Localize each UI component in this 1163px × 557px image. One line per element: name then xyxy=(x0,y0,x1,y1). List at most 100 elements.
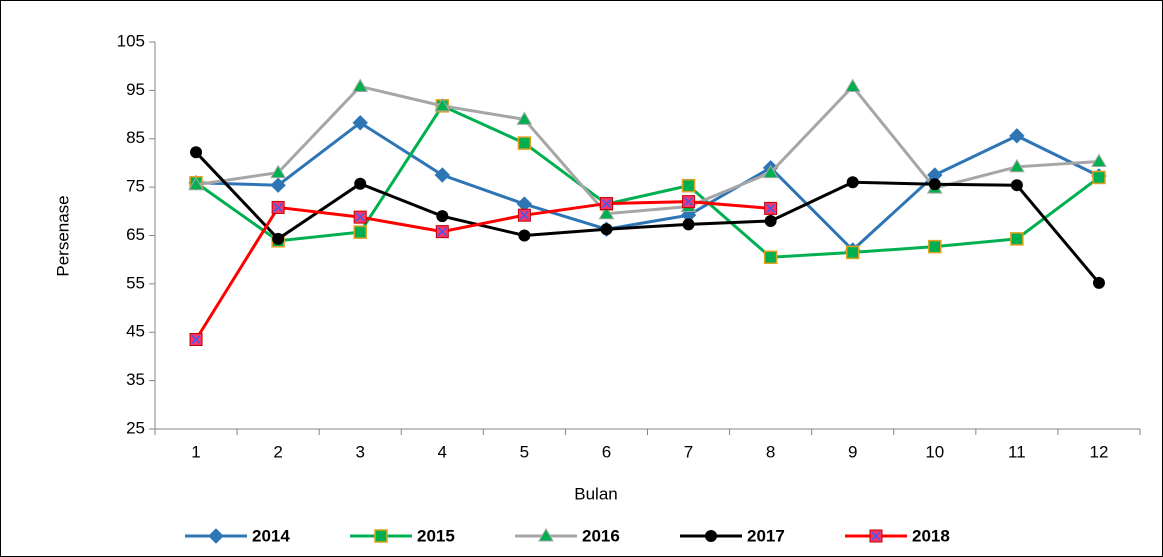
marker-shape xyxy=(681,178,696,193)
marker xyxy=(517,136,532,150)
marker xyxy=(869,529,883,543)
marker-shape xyxy=(272,232,285,245)
marker-shape xyxy=(598,205,615,220)
marker xyxy=(352,78,369,93)
marker-cross xyxy=(871,531,881,541)
marker xyxy=(208,528,224,544)
marker-shape xyxy=(1092,170,1106,185)
marker xyxy=(928,178,941,191)
marker-shape xyxy=(682,218,695,231)
marker xyxy=(270,164,286,179)
marker-cross xyxy=(601,199,611,209)
marker-cross xyxy=(766,203,776,213)
marker-shape xyxy=(762,164,779,179)
x-tick-label: 7 xyxy=(684,442,693,461)
marker xyxy=(353,225,367,239)
marker-shape xyxy=(1010,232,1024,246)
x-tick-label: 5 xyxy=(520,442,529,461)
marker-shape xyxy=(188,176,204,191)
y-tick-label: 25 xyxy=(126,418,145,437)
marker xyxy=(845,245,860,260)
marker xyxy=(272,232,285,245)
marker xyxy=(436,210,449,223)
marker-shape xyxy=(354,177,367,190)
marker xyxy=(270,177,286,193)
marker xyxy=(1009,158,1025,173)
y-tick-label: 75 xyxy=(126,177,145,196)
marker-shape xyxy=(1091,153,1107,167)
marker-shape xyxy=(434,97,451,112)
marker xyxy=(599,197,613,211)
x-tick-label: 12 xyxy=(1089,442,1108,461)
marker xyxy=(1091,153,1107,167)
y-tick-label: 55 xyxy=(126,273,145,292)
marker-shape xyxy=(844,78,861,93)
x-tick-label: 2 xyxy=(273,442,282,461)
x-tick-label: 10 xyxy=(925,442,944,461)
marker-shape xyxy=(1010,179,1023,192)
marker-shape xyxy=(764,214,777,227)
legend-label: 2016 xyxy=(582,526,620,545)
x-tick-label: 8 xyxy=(766,442,775,461)
marker-shape xyxy=(600,223,613,236)
x-tick-label: 9 xyxy=(848,442,857,461)
marker-shape xyxy=(1009,128,1025,144)
marker xyxy=(1010,179,1023,192)
marker-shape xyxy=(517,136,532,150)
legend-label: 2017 xyxy=(747,526,785,545)
marker xyxy=(435,225,449,239)
marker xyxy=(1010,232,1024,246)
x-tick-label: 4 xyxy=(438,442,447,461)
x-tick-label: 11 xyxy=(1008,442,1026,461)
marker-shape xyxy=(1092,276,1105,289)
marker-shape xyxy=(518,229,531,242)
legend-label: 2015 xyxy=(417,526,455,545)
marker xyxy=(374,529,388,543)
y-axis-title: Persenase xyxy=(53,195,72,276)
marker-shape xyxy=(845,245,860,260)
marker xyxy=(188,176,204,191)
x-tick-label: 6 xyxy=(602,442,611,461)
marker xyxy=(518,229,531,242)
marker-shape xyxy=(353,225,367,239)
y-tick-label: 85 xyxy=(126,128,145,147)
series-line xyxy=(195,103,1100,259)
y-tick-label: 105 xyxy=(117,31,145,50)
marker xyxy=(189,333,203,347)
marker xyxy=(598,205,615,220)
marker xyxy=(705,530,717,542)
marker-cross xyxy=(437,227,447,237)
marker-shape xyxy=(846,176,859,189)
legend-label: 2014 xyxy=(252,526,290,545)
y-tick-label: 95 xyxy=(126,80,145,99)
marker xyxy=(1092,170,1106,185)
marker-shape xyxy=(928,239,942,254)
marker-shape xyxy=(763,250,778,265)
marker xyxy=(928,239,942,254)
y-tick-label: 35 xyxy=(126,370,145,389)
marker xyxy=(763,250,778,265)
marker xyxy=(517,208,531,222)
legend-label: 2018 xyxy=(912,526,950,545)
marker-cross xyxy=(273,202,283,212)
marker xyxy=(764,201,778,215)
marker xyxy=(846,176,859,189)
marker xyxy=(538,528,554,542)
marker xyxy=(681,178,696,193)
series-line xyxy=(194,151,1101,284)
marker-shape xyxy=(270,164,286,179)
marker-shape xyxy=(538,528,554,542)
marker-cross xyxy=(519,210,529,220)
marker-shape xyxy=(436,210,449,223)
marker-shape xyxy=(190,146,203,159)
marker-shape xyxy=(374,529,388,543)
marker-shape xyxy=(352,115,368,131)
marker xyxy=(844,78,861,93)
marker-shape xyxy=(434,167,450,183)
marker xyxy=(190,146,203,159)
marker-cross xyxy=(355,212,365,222)
marker-cross xyxy=(684,197,694,207)
marker xyxy=(600,223,613,236)
